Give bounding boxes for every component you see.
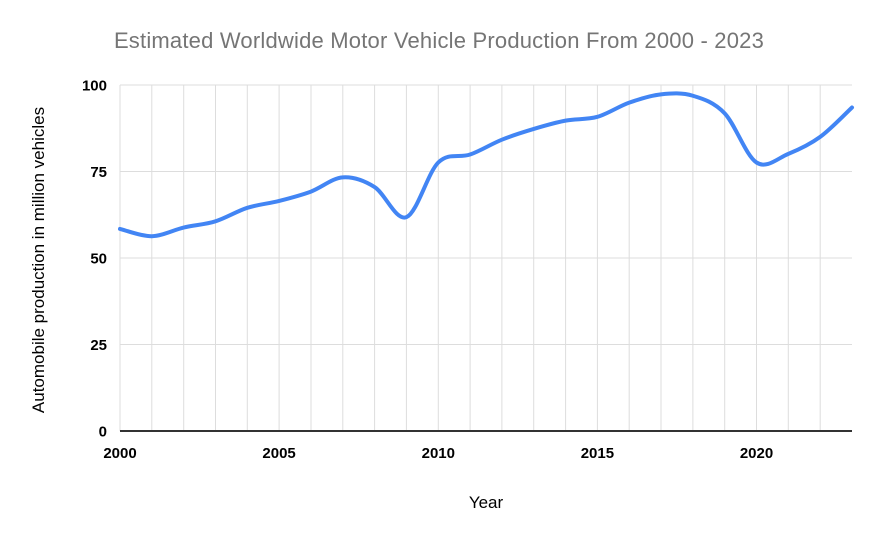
y-tick-label: 25 bbox=[90, 337, 107, 354]
x-tick-label: 2010 bbox=[422, 445, 455, 462]
x-tick-label: 2020 bbox=[740, 445, 773, 462]
x-tick-label: 2000 bbox=[103, 445, 136, 462]
y-tick-label: 75 bbox=[90, 164, 107, 181]
series-line bbox=[118, 91, 854, 239]
x-axis-title: Year bbox=[468, 493, 504, 512]
chart-title: Estimated Worldwide Motor Vehicle Produc… bbox=[113, 28, 765, 53]
x-tick-label: 2005 bbox=[262, 445, 295, 462]
y-tick-label: 100 bbox=[82, 78, 107, 95]
y-tick-label: 50 bbox=[90, 251, 107, 268]
x-tick-label: 2015 bbox=[581, 445, 614, 462]
y-tick-label: 0 bbox=[99, 424, 107, 441]
